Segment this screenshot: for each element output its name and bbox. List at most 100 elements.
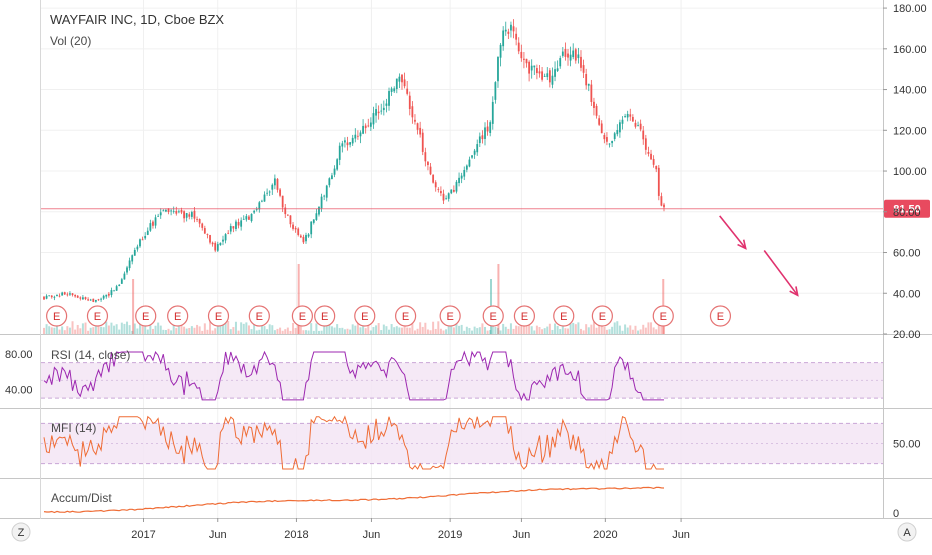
candle-body — [442, 193, 445, 201]
current-price-tag[interactable] — [884, 199, 930, 218]
volume-bar — [89, 327, 92, 334]
rsi-indicator-label[interactable]: RSI (14, close) — [51, 348, 130, 362]
earnings-marker[interactable]: E — [482, 305, 504, 327]
earnings-marker-label[interactable]: E — [446, 311, 453, 323]
earnings-marker[interactable]: E — [513, 305, 536, 327]
arrow-annotation-head[interactable] — [789, 286, 799, 297]
volume-bar — [118, 329, 121, 334]
earnings-marker-label[interactable]: E — [215, 311, 222, 323]
earnings-marker-icon[interactable] — [86, 305, 109, 327]
volume-bar — [312, 330, 315, 334]
earnings-marker-icon[interactable] — [482, 305, 504, 327]
candle-body — [385, 103, 388, 106]
earnings-marker-icon[interactable] — [354, 305, 376, 327]
earnings-marker[interactable]: E — [207, 305, 230, 327]
current-price-label[interactable]: 81.50 — [893, 204, 921, 216]
volume-bar — [237, 330, 240, 334]
zoom-icon[interactable] — [11, 522, 31, 542]
candle-body — [126, 267, 128, 273]
earnings-marker-label[interactable]: E — [660, 311, 667, 323]
earnings-marker-icon[interactable] — [395, 305, 417, 327]
volume-bar — [268, 324, 271, 334]
volume-bar — [590, 324, 593, 334]
volume-bar — [655, 329, 658, 334]
candle-body — [582, 65, 585, 73]
earnings-marker[interactable]: E — [314, 305, 336, 327]
candle-body — [455, 181, 458, 192]
earnings-marker-icon[interactable] — [553, 305, 575, 327]
arrow-annotation-shaft[interactable] — [763, 250, 799, 296]
earnings-marker-label[interactable]: E — [174, 311, 181, 323]
earnings-marker-label[interactable]: E — [717, 311, 724, 323]
earnings-marker[interactable]: E — [591, 305, 613, 327]
volume-bar — [302, 330, 305, 334]
zoom-button[interactable]: Z — [11, 522, 31, 542]
earnings-marker-label[interactable]: E — [521, 311, 528, 323]
zoom-label[interactable]: Z — [18, 527, 25, 539]
candle-body — [611, 140, 614, 144]
earnings-marker-label[interactable]: E — [53, 311, 60, 323]
earnings-marker-icon[interactable] — [167, 305, 189, 327]
auto-scale-button[interactable]: A — [897, 522, 917, 542]
earnings-marker-icon[interactable] — [291, 305, 313, 327]
arrow-annotation-shaft[interactable] — [719, 215, 747, 249]
earnings-marker-icon[interactable] — [439, 305, 461, 327]
candle-body — [476, 144, 479, 153]
earnings-marker-icon[interactable] — [652, 305, 674, 327]
earnings-marker[interactable]: E — [709, 305, 732, 327]
price-tick-label: 80.00 — [893, 207, 921, 219]
earnings-marker[interactable]: E — [354, 305, 376, 327]
earnings-marker-icon[interactable] — [513, 305, 536, 327]
earnings-marker-icon[interactable] — [135, 305, 157, 327]
time-tick-label: 2018 — [284, 529, 308, 541]
volume-bar — [320, 330, 323, 334]
earnings-marker-label[interactable]: E — [142, 311, 149, 323]
earnings-marker-icon[interactable] — [46, 305, 68, 327]
earnings-marker-icon[interactable] — [591, 305, 613, 327]
earnings-marker[interactable]: E — [652, 305, 674, 327]
candle-body — [626, 113, 629, 118]
earnings-marker-icon[interactable] — [709, 305, 732, 327]
earnings-marker-icon[interactable] — [248, 305, 270, 327]
earnings-marker-label[interactable]: E — [94, 311, 101, 323]
auto-scale-label[interactable]: A — [903, 527, 911, 539]
earnings-marker-label[interactable]: E — [361, 311, 368, 323]
earnings-marker[interactable]: E — [291, 305, 313, 327]
earnings-marker-label[interactable]: E — [560, 311, 567, 323]
earnings-marker-label[interactable]: E — [599, 311, 606, 323]
ad-indicator-label[interactable]: Accum/Dist — [51, 491, 112, 505]
time-tick-label: 2019 — [438, 529, 462, 541]
earnings-marker[interactable]: E — [135, 305, 157, 327]
volume-bar — [424, 322, 427, 334]
volume-bar — [211, 330, 214, 334]
volume-bar — [608, 329, 611, 334]
candle-body — [177, 211, 180, 213]
earnings-marker[interactable]: E — [439, 305, 461, 327]
earnings-marker-icon[interactable] — [207, 305, 230, 327]
volume-bar — [579, 328, 582, 334]
earnings-marker[interactable]: E — [395, 305, 417, 327]
earnings-marker-label[interactable]: E — [299, 311, 306, 323]
earnings-marker[interactable]: E — [46, 305, 68, 327]
arrow-annotation-head[interactable] — [737, 239, 747, 250]
earnings-marker[interactable]: E — [86, 305, 109, 327]
volume-bar — [201, 330, 204, 334]
earnings-marker-label[interactable]: E — [490, 311, 497, 323]
volume-bar — [525, 322, 528, 334]
mfi-indicator-label[interactable]: MFI (14) — [51, 421, 96, 435]
volume-bar — [227, 321, 230, 334]
earnings-marker[interactable]: E — [553, 305, 575, 327]
price-axis[interactable]: 180.00 160.00 140.00 120.00 100.00 80.00 60.00… — [5, 3, 927, 520]
auto-scale-icon[interactable] — [897, 522, 917, 542]
time-axis[interactable]: 2017 Jun 2018 Jun 2019 Jun 2020 Jun — [131, 518, 690, 541]
earnings-marker-icon[interactable] — [314, 305, 336, 327]
earnings-marker-label[interactable]: E — [402, 311, 409, 323]
earnings-marker-label[interactable]: E — [321, 311, 328, 323]
earnings-marker-label[interactable]: E — [256, 311, 263, 323]
candle-body — [450, 189, 453, 194]
candle-body — [242, 218, 245, 220]
earnings-marker[interactable]: E — [167, 305, 189, 327]
volume-indicator-label[interactable]: Vol (20) — [50, 34, 91, 48]
earnings-marker[interactable]: E — [248, 305, 270, 327]
